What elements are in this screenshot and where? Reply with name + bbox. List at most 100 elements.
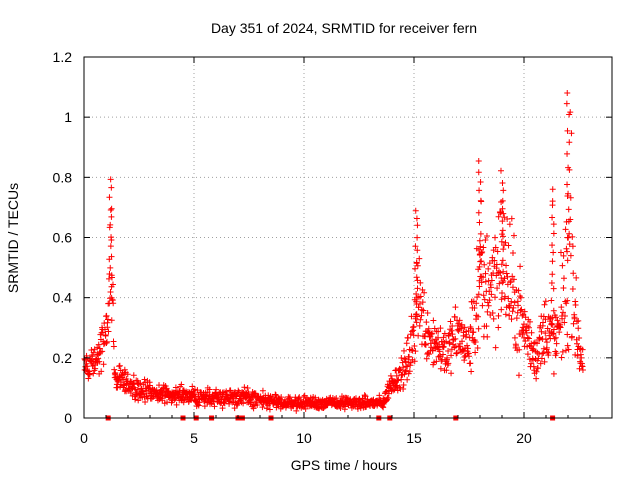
data-point (260, 401, 267, 408)
data-point (481, 261, 488, 268)
data-point (124, 371, 131, 378)
data-point (146, 382, 153, 389)
data-point (471, 304, 478, 311)
data-point (404, 376, 411, 383)
data-point (312, 394, 319, 401)
data-point (459, 338, 466, 345)
data-point (559, 315, 566, 322)
data-point (561, 319, 568, 326)
peak-point (107, 243, 114, 250)
data-point (454, 326, 461, 333)
peak-point (476, 251, 483, 258)
data-point (478, 279, 485, 286)
peak-point (106, 300, 113, 307)
data-point (430, 317, 437, 324)
data-point (502, 239, 509, 246)
data-point (565, 346, 572, 353)
data-point (477, 243, 484, 250)
data-point (161, 393, 168, 400)
data-point (554, 317, 561, 324)
data-point (412, 348, 419, 355)
peak-point (108, 234, 115, 241)
peak-point (549, 258, 556, 265)
data-point (259, 404, 266, 411)
data-point (518, 306, 525, 313)
data-point (410, 327, 417, 334)
data-point (474, 345, 481, 352)
data-point (509, 273, 516, 280)
data-point (451, 344, 458, 351)
data-point (571, 314, 578, 321)
data-point (111, 366, 118, 373)
data-point (137, 380, 144, 387)
data-point (444, 354, 451, 361)
data-point (337, 405, 344, 412)
data-point (575, 317, 582, 324)
peak-point (475, 157, 482, 164)
x-tick-label: 0 (80, 430, 88, 446)
data-point (513, 315, 520, 322)
data-point (542, 298, 549, 305)
peak-point (564, 248, 571, 255)
data-point (528, 329, 535, 336)
data-point (333, 395, 340, 402)
data-point (331, 398, 338, 405)
data-point (266, 406, 273, 413)
data-point (486, 288, 493, 295)
data-point (481, 296, 488, 303)
data-point (494, 248, 501, 255)
data-point (517, 307, 524, 314)
data-point (396, 365, 403, 372)
peak-point (498, 296, 505, 303)
peak-point (549, 202, 556, 209)
data-point (105, 328, 112, 335)
data-point (108, 317, 115, 324)
data-point (422, 342, 429, 349)
peak-point (107, 264, 114, 271)
data-point (528, 360, 535, 367)
data-point (90, 349, 97, 356)
data-point (273, 404, 280, 411)
data-point (480, 274, 487, 281)
data-point (391, 386, 398, 393)
data-point (428, 331, 435, 338)
data-point (163, 385, 170, 392)
peak-point (413, 311, 420, 318)
data-point (424, 309, 431, 316)
peak-point (564, 192, 571, 199)
data-point (506, 312, 513, 319)
y-tick-label: 0.4 (53, 290, 73, 306)
data-point (158, 389, 165, 396)
data-point (464, 342, 471, 349)
data-point (488, 277, 495, 284)
chart-title: Day 351 of 2024, SRMTID for receiver fer… (211, 20, 477, 36)
data-point (483, 323, 490, 330)
data-point (250, 405, 257, 412)
data-point (456, 317, 463, 324)
peak-point (499, 227, 506, 234)
peak-point (414, 247, 421, 254)
data-point (513, 342, 520, 349)
data-point (522, 337, 529, 344)
peak-point (549, 271, 556, 278)
data-point (86, 368, 93, 375)
peak-point (550, 285, 557, 292)
data-point (98, 368, 105, 375)
peak-point (414, 285, 421, 292)
peak-point (413, 301, 420, 308)
peak-point (564, 150, 571, 157)
data-point (263, 405, 270, 412)
data-point (102, 332, 109, 339)
data-point (440, 334, 447, 341)
data-point (421, 289, 428, 296)
data-point (515, 302, 522, 309)
data-point (492, 244, 499, 251)
peak-point (478, 258, 485, 265)
data-point (482, 270, 489, 277)
data-point (568, 333, 575, 340)
data-point (573, 274, 580, 281)
data-point (557, 249, 564, 256)
data-point (436, 348, 443, 355)
peak-point (499, 205, 506, 212)
data-point (110, 343, 117, 350)
